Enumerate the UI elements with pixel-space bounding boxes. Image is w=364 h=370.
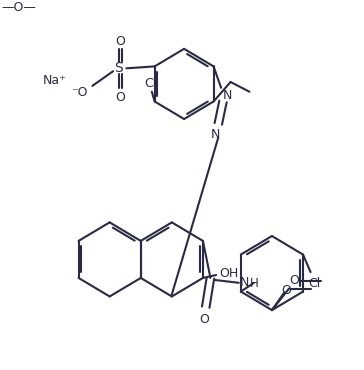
Text: N: N: [211, 128, 220, 141]
Text: OH: OH: [220, 266, 239, 280]
Text: N: N: [223, 89, 232, 102]
Text: S: S: [114, 61, 123, 75]
Text: O: O: [115, 34, 124, 47]
Text: Cl: Cl: [144, 77, 156, 90]
Text: O: O: [115, 91, 124, 104]
Text: N: N: [240, 276, 249, 289]
Text: O: O: [199, 313, 209, 326]
Text: ⁻O: ⁻O: [71, 86, 87, 99]
Text: Cl: Cl: [308, 277, 320, 290]
Text: O: O: [281, 284, 291, 297]
Text: —O—: —O—: [1, 1, 36, 14]
Text: Na⁺: Na⁺: [43, 74, 66, 87]
Text: O: O: [290, 275, 300, 287]
Text: H: H: [250, 277, 258, 290]
